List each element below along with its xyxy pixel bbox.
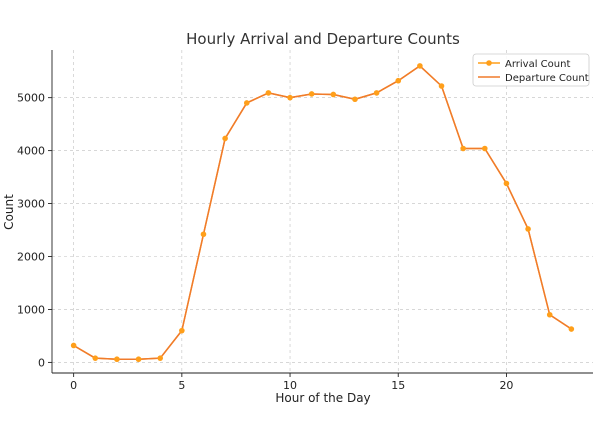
series-line-departure — [73, 65, 572, 360]
data-point — [308, 91, 315, 97]
y-tick-label: 4000 — [17, 145, 45, 158]
legend-box — [472, 53, 590, 87]
x-tick-label: 5 — [178, 379, 185, 392]
x-tick-label: 15 — [391, 379, 405, 392]
data-point — [395, 77, 402, 84]
legend: Arrival Count Departure Count — [472, 53, 590, 87]
data-point — [92, 355, 99, 361]
data-point — [482, 145, 488, 152]
y-tick-label: 3000 — [17, 198, 45, 211]
series-line-arrival — [73, 65, 572, 360]
y-axis-label: Count — [2, 194, 16, 230]
data-point — [243, 100, 250, 106]
axes — [48, 50, 593, 377]
chart-title: Hourly Arrival and Departure Counts — [186, 30, 460, 48]
y-tick-label: 1000 — [17, 303, 45, 316]
series-layer — [70, 63, 575, 363]
y-tick-label: 0 — [38, 356, 45, 369]
tick-labels: 0 5 10 15 20 0 1000 2000 3000 4000 5000 — [17, 92, 513, 392]
legend-departure-label: Departure Count — [505, 73, 589, 84]
data-point — [222, 135, 228, 142]
x-tick-label: 20 — [499, 379, 513, 392]
x-tick-label: 0 — [70, 379, 77, 392]
data-point — [157, 355, 163, 361]
data-point — [438, 83, 445, 89]
data-point — [200, 231, 207, 238]
data-point — [503, 180, 510, 187]
data-point — [568, 326, 575, 332]
grid — [52, 50, 593, 373]
y-tick-label: 2000 — [17, 251, 45, 264]
data-point — [179, 327, 185, 334]
legend-arrival-label: Arrival Count — [505, 59, 570, 70]
data-point — [70, 342, 77, 349]
data-point — [546, 311, 553, 318]
data-point — [417, 63, 423, 69]
data-point — [114, 356, 120, 363]
y-tick-label: 5000 — [17, 92, 45, 105]
data-point — [265, 90, 272, 96]
data-point — [373, 90, 380, 96]
data-point — [352, 96, 358, 103]
data-point — [330, 91, 337, 98]
data-point — [287, 94, 293, 101]
legend-arrival-marker — [486, 60, 492, 66]
x-axis-label: Hour of the Day — [275, 391, 370, 405]
data-point — [525, 226, 531, 232]
data-point — [135, 356, 142, 363]
x-tick-label: 10 — [283, 379, 297, 392]
data-point — [460, 145, 466, 152]
